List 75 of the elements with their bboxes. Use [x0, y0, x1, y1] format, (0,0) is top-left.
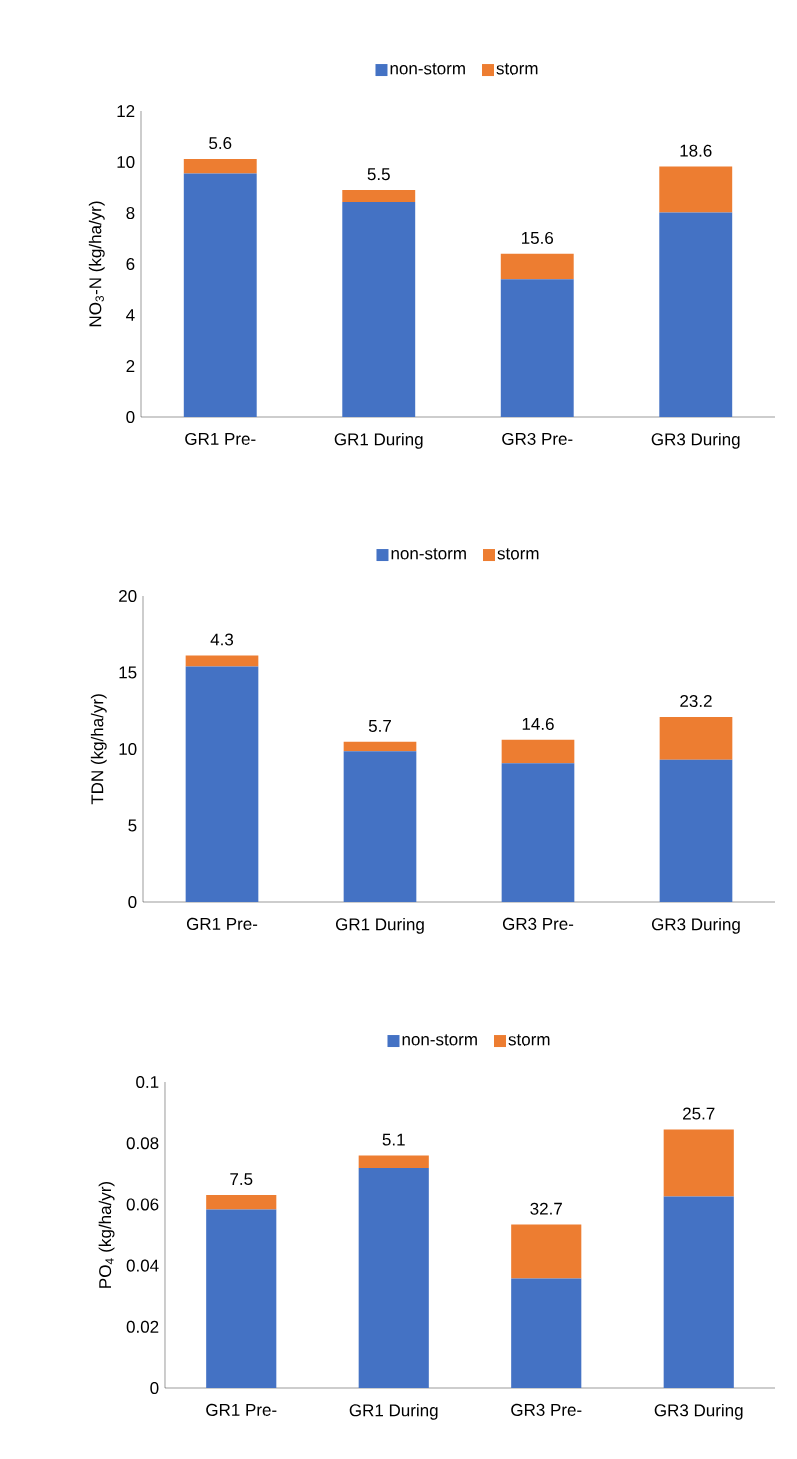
y-tick-label: 8 — [126, 206, 135, 220]
bar — [358, 1167, 429, 1389]
legend-label: storm — [497, 548, 539, 560]
y-tick-label: 4 — [126, 309, 135, 321]
annotation: 5.7 — [368, 720, 391, 732]
bar — [501, 739, 575, 764]
legend-label: storm — [508, 1034, 550, 1046]
bar — [659, 759, 733, 903]
y-tick-label: 0.06 — [126, 1198, 159, 1211]
x-tick-label: GR1 Pre- — [206, 1403, 277, 1416]
x-tick-label: GR3 During — [651, 917, 740, 934]
bar — [659, 716, 733, 760]
x-tick-label: GR1 During — [349, 1403, 438, 1420]
annotation: 15.6 — [522, 231, 554, 244]
y-tick-label: 20 — [119, 589, 137, 603]
bar — [206, 1194, 277, 1210]
y-tick-label: 0.04 — [126, 1259, 159, 1272]
y-tick-label: 0 — [126, 410, 135, 424]
y-axis-title: TDN (kg/ha/yr) — [90, 694, 107, 805]
y-tick-label: 0.08 — [126, 1137, 159, 1150]
annotation: 7.5 — [230, 1173, 253, 1186]
bar — [185, 666, 259, 903]
legend-label: non-storm — [390, 63, 465, 75]
y-tick-label: 0 — [128, 895, 137, 909]
x-tick-label: GR3 Pre- — [502, 432, 573, 445]
bar — [663, 1196, 734, 1389]
bar — [511, 1224, 582, 1279]
x-tick-label: GR1 During — [335, 917, 424, 934]
bar — [343, 741, 417, 752]
y-tick-label: 10 — [119, 742, 137, 756]
y-axis-title: NO$_{3}$-N (kg/ha/yr) — [88, 201, 105, 327]
bar — [663, 1129, 734, 1197]
y-tick-label: 0 — [150, 1381, 159, 1395]
annotation: 25.7 — [683, 1107, 715, 1120]
bar — [183, 158, 257, 174]
x-tick-label: GR3 Pre- — [502, 917, 574, 930]
legend-label: storm — [496, 63, 538, 75]
annotation: 14.6 — [522, 717, 554, 730]
y-tick-label: 2 — [126, 360, 135, 372]
legend-label: non-storm — [402, 1034, 477, 1046]
legend-label: non-storm — [391, 548, 466, 560]
bar — [501, 763, 575, 903]
bar — [342, 190, 416, 203]
x-tick-label: GR3 During — [654, 1403, 743, 1420]
y-tick-label: 6 — [126, 257, 135, 271]
x-tick-label: GR3 During — [651, 432, 740, 449]
bar — [343, 751, 417, 903]
y-tick-label: 5 — [128, 819, 137, 832]
y-axis-title: PO$_{4}$ (kg/ha/yr) — [98, 1181, 115, 1288]
bar — [659, 212, 733, 418]
annotation: 18.6 — [680, 144, 712, 157]
bar — [185, 655, 259, 667]
annotation: 4.3 — [210, 633, 234, 646]
annotation: 5.5 — [367, 168, 390, 181]
annotation: 23.2 — [680, 694, 712, 708]
x-tick-label: GR1 During — [334, 432, 423, 449]
y-tick-label: 0.02 — [126, 1320, 159, 1333]
y-tick-label: 15 — [119, 666, 137, 679]
y-tick-label: 10 — [117, 155, 135, 169]
annotation: 5.6 — [209, 137, 232, 150]
bar — [659, 166, 733, 213]
annotation: 32.7 — [530, 1202, 562, 1215]
y-tick-label: 12 — [117, 105, 135, 117]
bar — [500, 279, 574, 418]
bar — [511, 1278, 582, 1389]
bar — [206, 1209, 277, 1389]
x-tick-label: GR1 Pre- — [185, 432, 256, 445]
bar — [358, 1155, 429, 1168]
x-tick-label: GR1 Pre- — [186, 917, 258, 930]
x-tick-label: GR3 Pre- — [511, 1403, 582, 1416]
bar — [500, 253, 574, 280]
y-tick-label: 0.1 — [136, 1075, 159, 1089]
bar — [342, 202, 416, 418]
annotation: 5.1 — [382, 1133, 405, 1146]
bar — [183, 173, 257, 418]
